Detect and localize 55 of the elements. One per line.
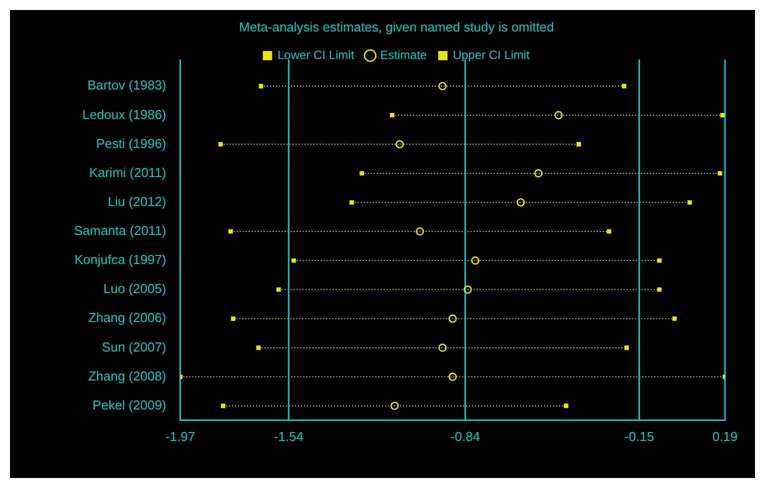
x-tick-label: 0.19: [712, 428, 738, 444]
x-tick-label: -1.54: [274, 428, 304, 444]
point: [606, 229, 612, 234]
point: [276, 287, 281, 292]
point: [464, 285, 472, 294]
y-tick-label: Karimi (2011): [89, 164, 166, 180]
point: [292, 258, 296, 263]
chart-title: Meta-analysis estimates, given named study is omitted: [238, 19, 554, 34]
y-tick-label: Bartov (1983): [87, 78, 166, 93]
x-tick-label: -0.84: [450, 428, 480, 444]
point: [516, 198, 525, 207]
point: [687, 200, 692, 205]
y-tick-label: Luo (2005): [103, 281, 166, 296]
point: [231, 316, 236, 321]
y-tick-label: Pekel (2009): [92, 397, 166, 412]
legend-label: Estimate: [380, 48, 428, 62]
point: [228, 229, 233, 234]
y-tick-label: Sun (2007): [102, 339, 166, 354]
point: [720, 112, 725, 118]
point: [218, 142, 223, 146]
y-tick-label: Pesti (1996): [96, 136, 166, 151]
y-tick-label: Zhang (2008): [88, 368, 166, 384]
point: [564, 404, 568, 408]
point: [672, 316, 677, 321]
x-tick-label: -0.15: [624, 428, 654, 444]
point: [534, 169, 543, 178]
point: [258, 84, 264, 88]
y-tick-label: Konjufca (1997): [74, 252, 166, 268]
point: [448, 372, 457, 381]
point: [360, 171, 364, 176]
y-tick-label: Ledoux (1986): [82, 106, 166, 122]
point: [622, 84, 626, 88]
y-tick-label: Samanta (2011): [74, 223, 166, 238]
point: [438, 82, 447, 90]
point: [390, 402, 399, 410]
point: [448, 314, 457, 323]
y-tick-label: Liu (2012): [108, 194, 166, 209]
point: [220, 404, 226, 408]
point: [624, 346, 629, 350]
legend-label: Upper CI Limit: [452, 48, 530, 62]
point: [554, 111, 563, 120]
point: [438, 344, 447, 352]
point: [576, 142, 581, 146]
legend-label: Lower CI Limit: [277, 48, 355, 62]
point: [396, 140, 404, 148]
y-tick-label: Zhang (2006): [88, 310, 166, 326]
point: [657, 287, 662, 292]
point: [416, 227, 424, 236]
x-tick-label: -1.97: [165, 428, 196, 444]
point: [471, 256, 480, 265]
point: [657, 258, 662, 263]
point: [256, 346, 261, 350]
point: [350, 200, 354, 205]
point: [718, 171, 722, 176]
point: [390, 112, 394, 118]
